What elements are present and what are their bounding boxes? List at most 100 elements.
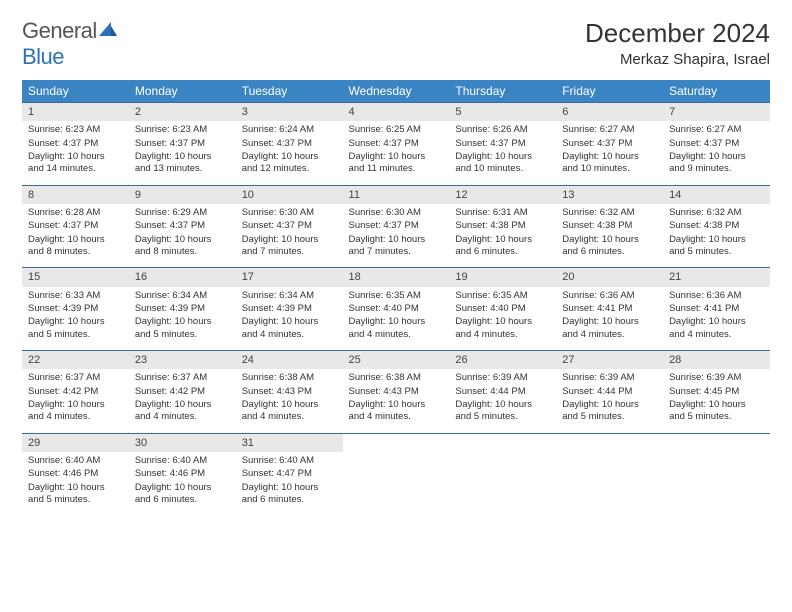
calendar-week-row: 29Sunrise: 6:40 AMSunset: 4:46 PMDayligh…: [22, 433, 770, 515]
calendar-day-cell: 21Sunrise: 6:36 AMSunset: 4:41 PMDayligh…: [663, 268, 770, 351]
day-body: Sunrise: 6:29 AMSunset: 4:37 PMDaylight:…: [129, 204, 236, 267]
calendar-day-cell: 24 Sunrise: 6:38 AM Sunset: 4:43 PMDayligh…: [236, 351, 343, 434]
daylight-line: Daylight: 10 hours and 5 minutes.: [135, 316, 230, 341]
daylight-line: Daylight: 10 hours and 5 minutes.: [455, 399, 550, 424]
sunset-line: Sunset: 4:40 PM: [455, 303, 550, 315]
day-body: Sunrise: 6:30 AMSunset: 4:37 PMDaylight:…: [236, 204, 343, 267]
sunrise-line: Sunrise: 6:37 AM: [135, 372, 230, 384]
daylight-line: Daylight: 10 hours and 5 minutes.: [562, 399, 657, 424]
sunset-line: Sunset: 4:37 PM: [562, 138, 657, 150]
day-number: 29: [22, 434, 129, 452]
day-body: Sunrise: 6:35 AMSunset: 4:40 PMDaylight:…: [343, 287, 450, 350]
logo: General Blue: [22, 18, 117, 70]
weekday-header: Thursday: [449, 80, 556, 103]
weekday-header: Saturday: [663, 80, 770, 103]
day-number: 25: [343, 351, 450, 369]
sunrise-line: Sunrise: 6:39 AM: [455, 372, 550, 384]
sunset-line: Sunset: 4:37 PM: [135, 138, 230, 150]
daylight-line: Daylight: 10 hours and 9 minutes.: [669, 151, 764, 176]
sunrise-line: Sunrise: 6:36 AM: [562, 290, 657, 302]
daylight-line: Daylight: 10 hours and 5 minutes.: [28, 482, 123, 507]
sunrise-line: Sunrise: 6:37 AM: [28, 372, 123, 384]
day-number: 4: [343, 103, 450, 121]
calendar-body: 1Sunrise: 6:23 AMSunset: 4:37 PMDaylight…: [22, 103, 770, 516]
day-number: 24: [236, 351, 343, 369]
day-number: 14: [663, 186, 770, 204]
calendar-day-cell: 9Sunrise: 6:29 AMSunset: 4:37 PMDaylight…: [129, 185, 236, 268]
sunset-line: Sunset: 4:39 PM: [242, 303, 337, 315]
day-body: Sunrise: 6:27 AMSunset: 4:37 PMDaylight:…: [556, 121, 663, 184]
day-number: 21: [663, 268, 770, 286]
sunset-line: Sunset: 4:46 PM: [28, 468, 123, 480]
daylight-line: Daylight: 10 hours and 5 minutes.: [669, 399, 764, 424]
calendar-day-cell: [556, 433, 663, 515]
calendar-day-cell: 23Sunrise: 6:37 AMSunset: 4:42 PMDayligh…: [129, 351, 236, 434]
calendar-day-cell: 16Sunrise: 6:34 AMSunset: 4:39 PMDayligh…: [129, 268, 236, 351]
sunrise-line: Sunrise: 6:36 AM: [669, 290, 764, 302]
calendar-day-cell: 18Sunrise: 6:35 AMSunset: 4:40 PMDayligh…: [343, 268, 450, 351]
sunrise-line: Sunrise: 6:27 AM: [669, 124, 764, 136]
day-body: Sunrise: 6:23 AMSunset: 4:37 PMDaylight:…: [129, 121, 236, 184]
sunset-line: Sunset: 4:44 PM: [455, 386, 550, 398]
daylight-line: Daylight: 10 hours and 4 minutes.: [669, 316, 764, 341]
day-number: 7: [663, 103, 770, 121]
weekday-header: Sunday: [22, 80, 129, 103]
weekday-header: Friday: [556, 80, 663, 103]
day-body: Sunrise: 6:37 AMSunset: 4:42 PMDaylight:…: [22, 369, 129, 432]
day-body: Sunrise: 6:36 AMSunset: 4:41 PMDaylight:…: [556, 287, 663, 350]
daylight-line: Daylight: 10 hours and 7 minutes.: [242, 234, 337, 259]
sunrise-line: Sunrise: 6:38 AM: [242, 372, 337, 384]
sunset-line: Sunset: 4:40 PM: [349, 303, 444, 315]
sunset-line: Sunset: 4:38 PM: [562, 220, 657, 232]
day-body: Sunrise: 6:37 AM Sunset: 4:42 PMDaylight:…: [129, 369, 236, 432]
day-body: Sunrise: 6:30 AMSunset: 4:37 PMDaylight:…: [343, 204, 450, 267]
daylight-line: Daylight: 10 hours and 8 minutes.: [28, 234, 123, 259]
day-body: Sunrise: 6:36 AMSunset: 4:41 PMDaylight:…: [663, 287, 770, 350]
sunset-line: Sunset: 4:37 PM: [669, 138, 764, 150]
calendar-day-cell: 19Sunrise: 6:35 AMSunset: 4:40 PMDayligh…: [449, 268, 556, 351]
sunrise-line: Sunrise: 6:39 AM: [669, 372, 764, 384]
calendar-day-cell: 10Sunrise: 6:30 AMSunset: 4:37 PMDayligh…: [236, 185, 343, 268]
calendar-day-cell: 29Sunrise: 6:40 AMSunset: 4:46 PMDayligh…: [22, 433, 129, 515]
daylight-line: Daylight: 10 hours and 8 minutes.: [135, 234, 230, 259]
calendar-day-cell: [449, 433, 556, 515]
day-number: 16: [129, 268, 236, 286]
day-number: 15: [22, 268, 129, 286]
day-number: 27: [556, 351, 663, 369]
sunset-line: Sunset: 4:37 PM: [349, 138, 444, 150]
day-number: 2: [129, 103, 236, 121]
calendar-day-cell: [343, 433, 450, 515]
header: General Blue December 2024 Merkaz Shapir…: [22, 18, 770, 70]
sunset-line: Sunset: 4:43 PM: [242, 386, 337, 398]
daylight-line: Daylight: 10 hours and 14 minutes.: [28, 151, 123, 176]
sunset-line: Sunset: 4:45 PM: [669, 386, 764, 398]
sunset-line: Sunset: 4:41 PM: [669, 303, 764, 315]
calendar-day-cell: 3Sunrise: 6:24 AMSunset: 4:37 PMDaylight…: [236, 103, 343, 186]
daylight-line: Daylight: 10 hours and 4 minutes.: [349, 316, 444, 341]
daylight-line: Daylight: 10 hours and 13 minutes.: [135, 151, 230, 176]
daylight-line: Daylight: 10 hours and 4 minutes.: [135, 399, 230, 424]
sunrise-line: Sunrise: 6:29 AM: [135, 207, 230, 219]
calendar-day-cell: 28Sunrise: 6:39 AMSunset: 4:45 PMDayligh…: [663, 351, 770, 434]
calendar-day-cell: 20Sunrise: 6:36 AMSunset: 4:41 PMDayligh…: [556, 268, 663, 351]
day-body: Sunrise: 6:31 AMSunset: 4:38 PMDaylight:…: [449, 204, 556, 267]
daylight-line: Daylight: 10 hours and 4 minutes.: [349, 399, 444, 424]
day-number: 30: [129, 434, 236, 452]
sunrise-line: Sunrise: 6:32 AM: [669, 207, 764, 219]
day-number: 19: [449, 268, 556, 286]
calendar-week-row: 1Sunrise: 6:23 AMSunset: 4:37 PMDaylight…: [22, 103, 770, 186]
sunset-line: Sunset: 4:39 PM: [28, 303, 123, 315]
sunrise-line: Sunrise: 6:34 AM: [242, 290, 337, 302]
daylight-line: Daylight: 10 hours and 4 minutes.: [242, 399, 337, 424]
daylight-line: Daylight: 10 hours and 10 minutes.: [455, 151, 550, 176]
day-body: Sunrise: 6:32 AMSunset: 4:38 PMDaylight:…: [556, 204, 663, 267]
calendar-day-cell: 7 Sunrise: 6:27 AM Sunset: 4:37 PMDaylight…: [663, 103, 770, 186]
sunset-line: Sunset: 4:42 PM: [28, 386, 123, 398]
sunset-line: Sunset: 4:42 PM: [135, 386, 230, 398]
daylight-line: Daylight: 10 hours and 10 minutes.: [562, 151, 657, 176]
calendar-week-row: 15Sunrise: 6:33 AMSunset: 4:39 PMDayligh…: [22, 268, 770, 351]
day-number: 1: [22, 103, 129, 121]
calendar-day-cell: 26Sunrise: 6:39 AMSunset: 4:44 PMDayligh…: [449, 351, 556, 434]
calendar-day-cell: [663, 433, 770, 515]
calendar-day-cell: 13Sunrise: 6:32 AMSunset: 4:38 PMDayligh…: [556, 185, 663, 268]
